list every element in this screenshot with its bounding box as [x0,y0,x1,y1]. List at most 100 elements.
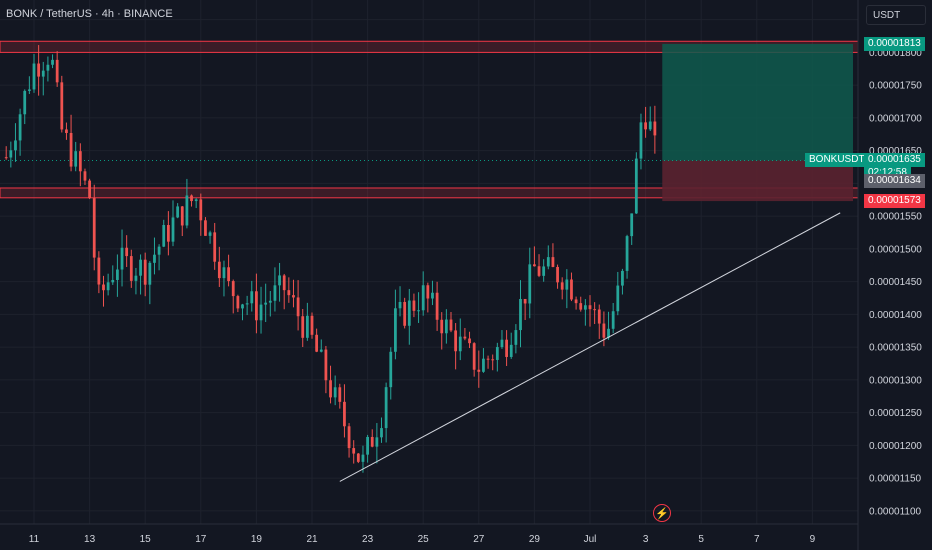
candle [134,275,138,281]
candle [644,122,647,130]
candle [500,339,504,348]
candle [523,298,527,304]
candle [46,64,50,71]
time-tick-label: 15 [140,534,152,545]
candle [602,323,606,338]
candle [231,281,235,297]
candle [65,129,68,133]
candle [213,232,217,262]
candle [444,319,448,334]
candle [171,217,175,242]
candle [23,90,27,115]
candle [505,339,508,357]
candle [551,257,555,267]
candle [301,316,305,338]
candle [394,308,397,352]
candle [315,334,319,352]
candle [509,344,513,357]
candle [55,59,59,83]
candle [92,198,96,258]
candle [431,292,434,299]
candle [458,336,462,352]
candle [583,305,587,310]
ask-price-tag: 0.00001634 [864,174,925,189]
candle [199,199,203,221]
candle [546,257,550,267]
candle [310,315,314,335]
candle [120,247,124,270]
candle [556,266,559,283]
time-tick-label: 25 [418,534,430,545]
price-tick-label: 0.00001350 [869,343,922,354]
candle [18,114,22,141]
candle [51,59,54,65]
candle [398,301,402,309]
trendline[interactable] [339,212,841,482]
candle [217,261,221,279]
target-price-tag: 0.00001813 [864,36,925,51]
candle [282,275,286,291]
candle [9,150,13,158]
candle [194,199,198,202]
price-tick-label: 0.00001700 [869,113,922,124]
target-zone[interactable] [662,43,853,161]
candle [27,89,31,91]
candle [593,309,597,311]
candle [570,279,573,300]
candle [468,338,471,344]
candle [417,310,420,312]
candle [482,358,485,372]
candle [241,304,244,309]
candle [533,264,536,267]
price-tick-label: 0.00001250 [869,408,922,419]
time-tick-label: 29 [529,534,541,545]
candle [329,380,332,398]
candle [435,292,439,320]
candle [259,304,263,321]
candle [153,254,156,263]
grid [0,0,858,524]
symbol-title[interactable]: BONK / TetherUS · 4h · BINANCE [6,8,173,20]
candle [449,319,453,331]
candle [384,387,388,429]
candle [111,279,115,283]
candle [440,319,444,334]
candle [653,121,657,136]
candle [227,267,230,282]
candle [69,132,73,167]
price-tick-label: 0.00001800 [869,48,922,59]
candle [477,369,481,372]
candle [338,387,342,402]
candle [268,300,272,303]
candle [560,282,564,290]
time-tick-label: 17 [195,534,207,545]
stop-price-tag: 0.00001573 [864,194,925,209]
time-tick-label: 11 [29,534,40,545]
candle [278,275,281,286]
candle [486,358,490,360]
candle [361,454,365,462]
candle [542,266,546,276]
time-tick-label: 7 [754,534,760,545]
candle [454,330,458,352]
candle [380,428,383,438]
lightning-icon[interactable]: ⚡ [653,504,671,522]
candle [37,63,41,77]
candle [639,122,643,159]
price-tick-label: 0.00001650 [869,146,922,157]
candles [4,45,657,473]
price-tick-label: 0.00001300 [869,375,922,386]
time-tick-label: 19 [251,534,263,545]
candle [245,303,249,305]
candle [407,300,411,326]
currency-selector[interactable]: USDT [866,5,926,25]
candle [343,401,346,427]
candle [528,264,532,304]
candle [607,328,610,338]
candle [491,359,495,361]
time-tick-label: 5 [698,534,704,545]
candle [495,347,499,360]
candle [273,285,277,301]
candle [574,299,578,304]
